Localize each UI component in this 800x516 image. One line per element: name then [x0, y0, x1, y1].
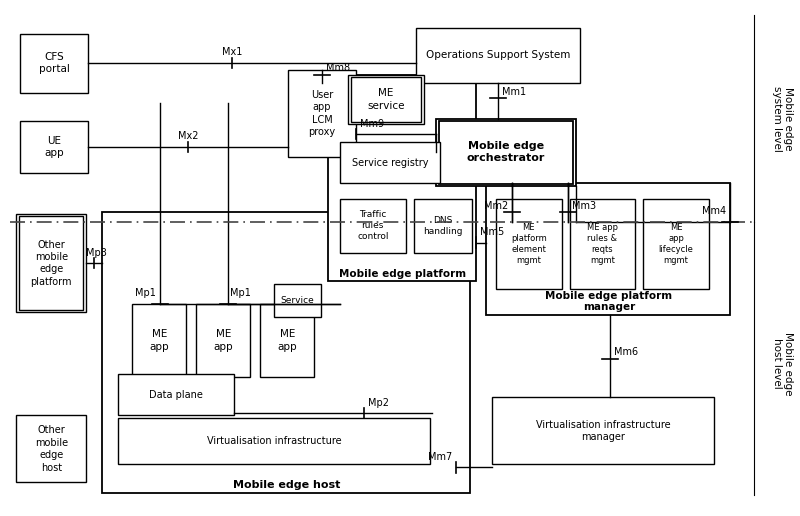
Bar — [16, 415, 86, 482]
Text: Mp1: Mp1 — [135, 288, 156, 298]
Text: Mm2: Mm2 — [484, 201, 508, 211]
Bar — [351, 77, 421, 122]
Bar — [20, 121, 88, 173]
Bar — [328, 75, 476, 281]
Bar — [496, 199, 562, 289]
Text: ME
app: ME app — [150, 329, 169, 352]
Text: Virtualisation infrastructure: Virtualisation infrastructure — [207, 436, 342, 446]
Text: DNS
handling: DNS handling — [423, 216, 463, 236]
Text: Other
mobile
edge
host: Other mobile edge host — [34, 425, 68, 473]
Bar — [288, 70, 356, 157]
Text: Other
mobile
edge
platform: Other mobile edge platform — [30, 239, 72, 287]
Text: Mobile edge
host level: Mobile edge host level — [771, 332, 793, 396]
Bar — [118, 418, 430, 464]
Text: Mm6: Mm6 — [614, 347, 638, 357]
Bar — [196, 304, 250, 377]
Bar — [439, 121, 573, 184]
Text: Mp2: Mp2 — [368, 398, 389, 408]
Text: Mx2: Mx2 — [178, 131, 198, 141]
Text: Mobile edge
orchestrator: Mobile edge orchestrator — [467, 141, 545, 164]
Text: Mobile edge platform: Mobile edge platform — [339, 269, 466, 279]
Text: Mm9: Mm9 — [360, 119, 384, 129]
Bar — [486, 183, 730, 315]
Text: ME app
rules &
reqts
mgmt: ME app rules & reqts mgmt — [587, 223, 618, 265]
Text: Service: Service — [281, 296, 314, 305]
Text: Mobile edge platform
manager: Mobile edge platform manager — [546, 291, 672, 312]
Bar — [102, 212, 470, 493]
Text: UE
app: UE app — [44, 136, 64, 158]
Text: Mm5: Mm5 — [480, 228, 504, 237]
Bar — [20, 34, 88, 93]
Bar — [260, 304, 314, 377]
Text: ME
app: ME app — [278, 329, 297, 352]
Bar — [132, 304, 186, 377]
Text: Operations Support System: Operations Support System — [426, 51, 570, 60]
Bar — [340, 199, 406, 253]
Text: Mm8: Mm8 — [326, 63, 350, 73]
Text: Mp1: Mp1 — [230, 288, 251, 298]
Text: ME
app: ME app — [214, 329, 233, 352]
Text: Virtualisation infrastructure
manager: Virtualisation infrastructure manager — [536, 420, 670, 442]
Text: Mp3: Mp3 — [86, 248, 106, 258]
Bar — [492, 397, 714, 464]
Text: CFS
portal: CFS portal — [38, 52, 70, 74]
Text: User
app
LCM
proxy: User app LCM proxy — [309, 90, 335, 137]
Bar — [16, 214, 86, 312]
Bar — [274, 284, 321, 317]
Bar — [570, 199, 635, 289]
Bar — [118, 374, 234, 415]
Text: Mobile edge
system level: Mobile edge system level — [771, 86, 793, 152]
Bar — [436, 119, 576, 186]
Text: Mm3: Mm3 — [572, 201, 596, 211]
Bar — [348, 75, 424, 124]
Bar — [643, 199, 709, 289]
Bar — [416, 28, 580, 83]
Text: Mobile edge host: Mobile edge host — [233, 480, 340, 490]
Text: ME
service: ME service — [367, 88, 405, 110]
Bar — [340, 142, 440, 183]
Text: Mm7: Mm7 — [428, 453, 452, 462]
Bar — [414, 199, 472, 253]
Text: Mm4: Mm4 — [702, 206, 726, 216]
Text: Data plane: Data plane — [150, 390, 203, 400]
Text: Mx1: Mx1 — [222, 47, 242, 57]
Text: Service registry: Service registry — [352, 157, 428, 168]
Text: ME
platform
element
mgmt: ME platform element mgmt — [511, 223, 546, 265]
Text: ME
app
lifecycle
mgmt: ME app lifecycle mgmt — [658, 223, 694, 265]
Text: Mm1: Mm1 — [502, 87, 526, 97]
Text: Traffic
rules
control: Traffic rules control — [357, 210, 389, 241]
Bar — [19, 216, 83, 310]
